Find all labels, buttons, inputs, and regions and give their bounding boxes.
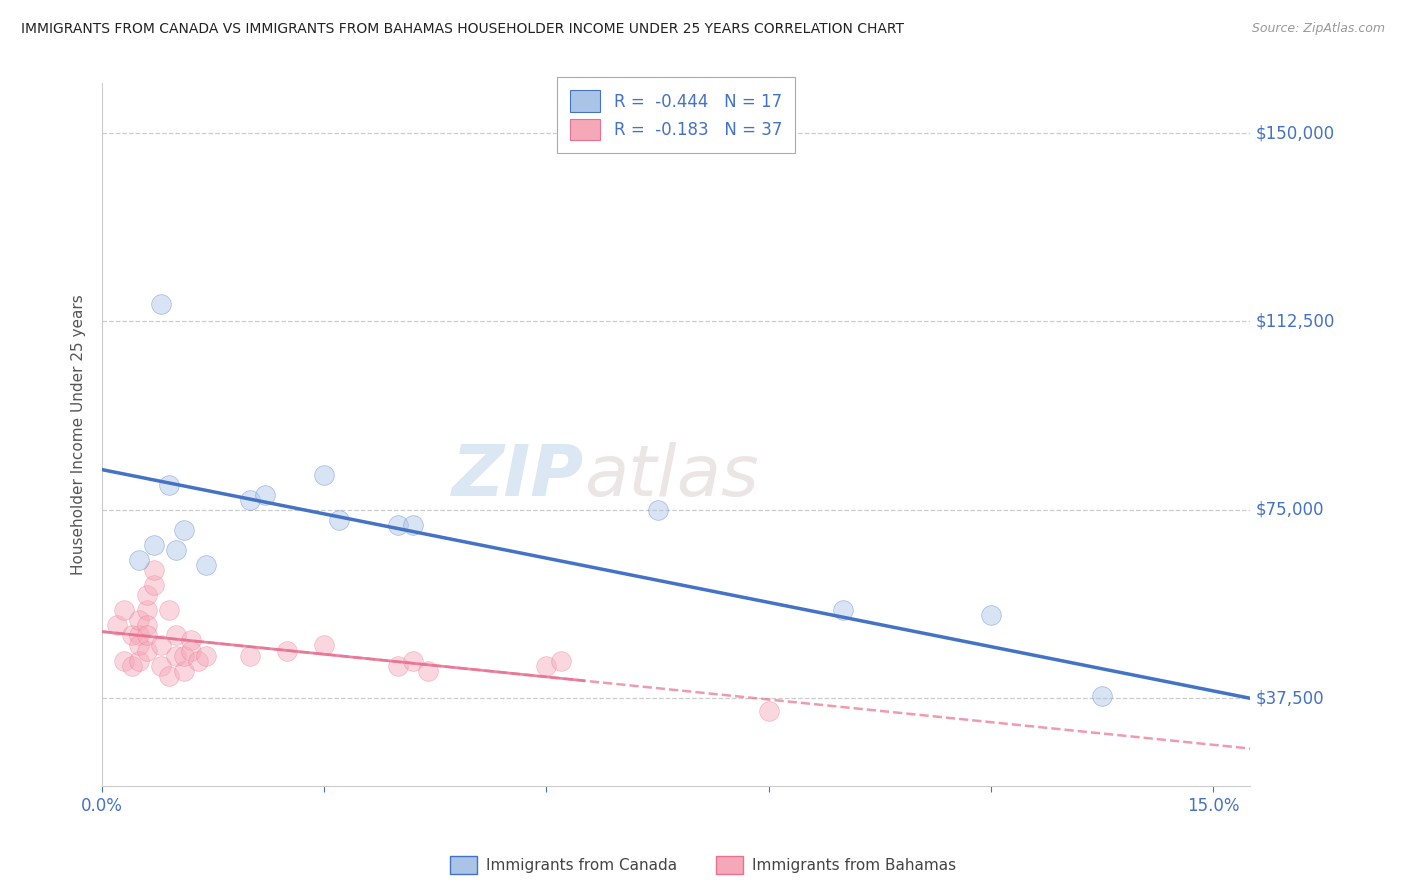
Point (112, 603, 135, 617)
Point (157, 477, 180, 491)
Point (402, 517, 425, 532)
Point (239, 648, 262, 663)
Point (143, 563, 166, 577)
Point (194, 648, 217, 663)
Point (194, 558, 217, 573)
Text: atlas: atlas (585, 442, 759, 511)
Point (387, 517, 409, 532)
Point (416, 664, 439, 678)
Point (1091, 689, 1114, 703)
Point (254, 488, 277, 502)
Point (135, 618, 157, 632)
Point (980, 608, 1002, 623)
Point (157, 668, 180, 682)
Point (135, 588, 157, 602)
Point (128, 553, 150, 567)
Point (112, 654, 135, 668)
Point (239, 492, 262, 507)
Point (150, 658, 173, 673)
Point (128, 639, 150, 653)
Y-axis label: Householder Income Under 25 years: Householder Income Under 25 years (72, 294, 86, 574)
Point (314, 467, 336, 482)
Text: Source: ZipAtlas.com: Source: ZipAtlas.com (1251, 22, 1385, 36)
Point (165, 628, 187, 642)
Point (128, 628, 150, 642)
Point (647, 503, 669, 517)
Point (173, 648, 195, 663)
Point (157, 603, 180, 617)
Point (135, 628, 157, 642)
Point (550, 654, 572, 668)
Point (165, 543, 187, 558)
Point (173, 664, 195, 678)
Point (187, 654, 209, 668)
Text: $75,000: $75,000 (1256, 500, 1324, 519)
Point (758, 704, 780, 718)
Point (121, 658, 143, 673)
Point (150, 639, 173, 653)
Text: IMMIGRANTS FROM CANADA VS IMMIGRANTS FROM BAHAMAS HOUSEHOLDER INCOME UNDER 25 YE: IMMIGRANTS FROM CANADA VS IMMIGRANTS FRO… (21, 22, 904, 37)
Point (128, 654, 150, 668)
Point (135, 643, 157, 657)
Point (180, 643, 202, 657)
Point (135, 603, 157, 617)
Point (402, 654, 425, 668)
Text: $150,000: $150,000 (1256, 124, 1334, 142)
Point (387, 658, 409, 673)
Point (143, 578, 166, 592)
Legend: Immigrants from Canada, Immigrants from Bahamas: Immigrants from Canada, Immigrants from … (443, 850, 963, 880)
Point (150, 297, 173, 311)
Point (276, 643, 298, 657)
Point (314, 639, 336, 653)
Point (121, 628, 143, 642)
Text: $37,500: $37,500 (1256, 690, 1324, 707)
Point (165, 648, 187, 663)
Point (143, 538, 166, 552)
Point (328, 513, 350, 527)
Point (105, 618, 128, 632)
Legend: R =  -0.444   N = 17, R =  -0.183   N = 37: R = -0.444 N = 17, R = -0.183 N = 37 (557, 77, 796, 153)
Point (536, 658, 558, 673)
Point (128, 613, 150, 627)
Point (180, 633, 202, 648)
Text: $112,500: $112,500 (1256, 312, 1336, 330)
Text: ZIP: ZIP (451, 442, 585, 511)
Point (173, 523, 195, 537)
Point (831, 603, 853, 617)
